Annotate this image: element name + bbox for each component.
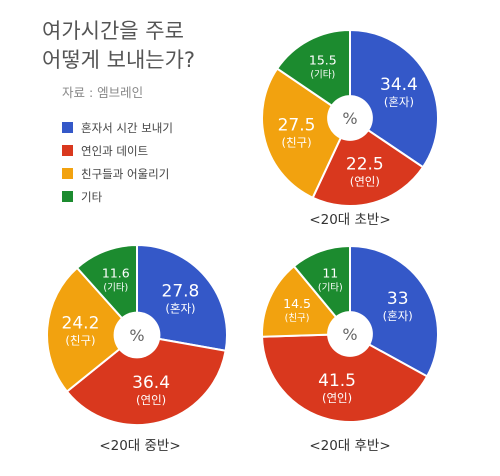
chart-subtitle-early-20s: <20대 초반> bbox=[309, 212, 391, 228]
legend-label: 친구들과 어울리기 bbox=[81, 166, 170, 181]
slice-category-label: (기타) bbox=[318, 282, 343, 293]
slice-partner bbox=[261, 332, 429, 423]
donut-hole bbox=[327, 95, 373, 141]
donut-chart-early-20s: 34.4(혼자) 22.5(연인) 27.5(친구) 15.5 (기타)% bbox=[261, 29, 439, 207]
slice-value-label: 36.4 bbox=[132, 373, 170, 393]
legend-swatch bbox=[62, 168, 73, 179]
slice-alone bbox=[349, 245, 439, 378]
slice-category-label: (혼자) bbox=[165, 302, 195, 316]
donut-chart-mid-20s: 27.8(혼자) 36.4(연인) 24.2(친구) 11.6 (기타)% bbox=[46, 244, 228, 426]
slice-category-label: (혼자) bbox=[384, 95, 414, 109]
title-line-1: 여가시간을 주로 bbox=[42, 19, 184, 43]
slice-value-label: 27.8 bbox=[162, 282, 200, 302]
slice-value-label: 33 bbox=[387, 289, 409, 309]
chart-subtitle-late-20s: <20대 후반> bbox=[309, 438, 391, 454]
slice-category-label: (기타) bbox=[103, 283, 128, 294]
slice-value-label: 11 bbox=[322, 265, 338, 280]
title-line-2: 어떻게 보내는가? bbox=[42, 48, 196, 72]
legend-label: 혼자서 시간 보내기 bbox=[81, 120, 173, 135]
slice-category-label: (혼자) bbox=[383, 309, 413, 323]
donut-chart-late-20s: 33(혼자) 41.5(연인) 14.5 (친구) 11 (기타)% bbox=[261, 245, 439, 423]
source-note: 자료 : 엠브레인 bbox=[62, 85, 144, 100]
slice-alone bbox=[136, 244, 228, 352]
slice-value-label: 14.5 bbox=[283, 296, 311, 311]
slice-partner bbox=[65, 333, 227, 426]
legend-swatch bbox=[62, 145, 73, 156]
slice-other bbox=[75, 244, 138, 338]
legend: 혼자서 시간 보내기 연인과 데이트 친구들과 어울리기 기타 bbox=[62, 116, 173, 208]
slice-value-label: 24.2 bbox=[62, 313, 100, 333]
center-percent-label: % bbox=[342, 109, 357, 128]
legend-item: 혼자서 시간 보내기 bbox=[62, 116, 173, 139]
slice-value-label: 41.5 bbox=[318, 371, 356, 391]
slice-alone bbox=[349, 29, 439, 169]
legend-item: 친구들과 어울리기 bbox=[62, 162, 173, 185]
donut-hole bbox=[327, 311, 373, 357]
slice-value-label: 22.5 bbox=[346, 154, 384, 174]
slice-category-label: (친구) bbox=[65, 333, 95, 347]
slice-category-label: (연인) bbox=[350, 174, 380, 188]
center-percent-label: % bbox=[342, 325, 357, 344]
legend-item: 기타 bbox=[62, 185, 173, 208]
slice-category-label: (연인) bbox=[136, 393, 166, 407]
legend-swatch bbox=[62, 122, 73, 133]
slice-value-label: 27.5 bbox=[278, 116, 316, 136]
chart-title: 여가시간을 주로 어떻게 보내는가? bbox=[42, 17, 195, 75]
slice-other bbox=[275, 29, 351, 120]
center-percent-label: % bbox=[129, 326, 144, 345]
legend-label: 연인과 데이트 bbox=[81, 143, 149, 158]
slice-friends bbox=[261, 67, 352, 200]
legend-item: 연인과 데이트 bbox=[62, 139, 173, 162]
chart-subtitle-mid-20s: <20대 중반> bbox=[99, 438, 181, 454]
legend-label: 기타 bbox=[81, 189, 103, 204]
slice-category-label: (친구) bbox=[285, 313, 310, 324]
slice-category-label: (친구) bbox=[281, 136, 311, 150]
legend-swatch bbox=[62, 191, 73, 202]
slice-friends bbox=[261, 264, 353, 338]
slice-value-label: 11.6 bbox=[102, 266, 130, 281]
slice-friends bbox=[46, 266, 139, 393]
donut-hole bbox=[113, 311, 161, 359]
slice-value-label: 15.5 bbox=[309, 53, 337, 68]
slice-category-label: (기타) bbox=[310, 70, 335, 81]
slice-category-label: (연인) bbox=[322, 391, 352, 405]
slice-other bbox=[292, 245, 351, 337]
slice-value-label: 34.4 bbox=[380, 75, 418, 95]
